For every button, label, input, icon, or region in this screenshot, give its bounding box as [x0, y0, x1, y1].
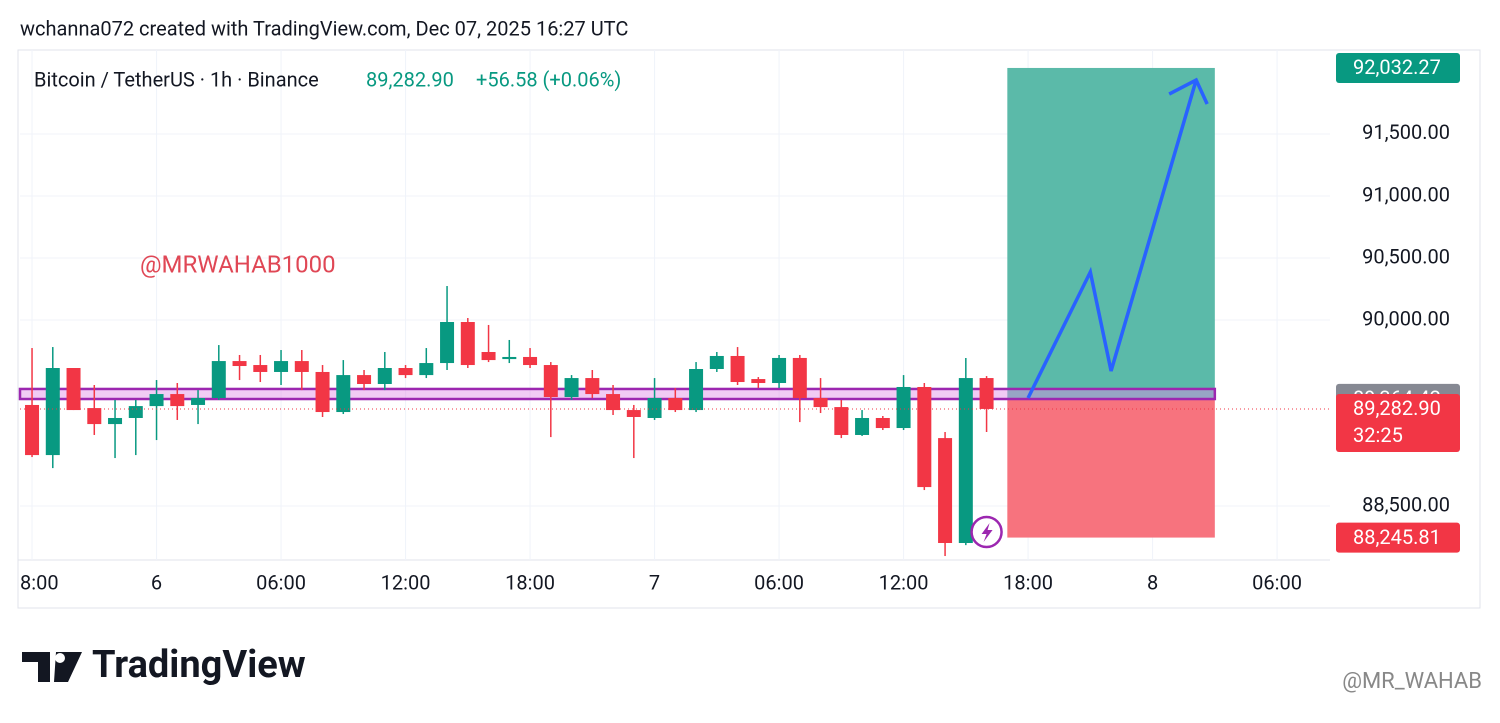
x-tick-label: 18:00 — [1003, 570, 1053, 594]
x-tick-label: 8:00 — [20, 570, 59, 594]
candle-body — [834, 407, 849, 435]
candle-body — [274, 361, 289, 372]
x-tick-label: 12:00 — [879, 570, 929, 594]
candle-body — [523, 356, 538, 366]
y-tick-label: 91,000.00 — [1362, 182, 1450, 206]
chart-frame — [17, 49, 1481, 609]
candle-body — [606, 394, 621, 411]
candle-body — [25, 404, 40, 456]
candle-body — [502, 356, 517, 360]
candle-body — [460, 321, 475, 366]
candle-body — [772, 357, 787, 384]
forecast-arrow — [1026, 79, 1198, 399]
credit: @MR_WAHAB — [1342, 669, 1482, 694]
candle-body — [668, 398, 683, 411]
candle-body — [211, 361, 226, 399]
last-price: 89,282.90 — [366, 67, 454, 91]
candle-body — [377, 368, 392, 385]
candle-body — [232, 361, 247, 367]
candle-body — [66, 368, 81, 411]
x-tick-label: 12:00 — [381, 570, 431, 594]
candle-body — [357, 375, 372, 385]
price-badge — [1336, 52, 1460, 83]
logo-dot — [55, 653, 65, 663]
candle-body — [543, 365, 558, 398]
target-zone — [1007, 67, 1215, 399]
x-tick-label: 7 — [649, 570, 660, 594]
candle-body — [813, 398, 828, 408]
arrow-head — [1168, 77, 1209, 105]
candle-body — [938, 438, 953, 544]
candle-body — [585, 378, 600, 395]
candle-body — [751, 379, 766, 384]
candle-body — [149, 394, 164, 407]
candle-body — [440, 321, 455, 364]
price-badge-label: 88,245.81 — [1353, 525, 1441, 549]
x-tick-label: 8 — [1147, 570, 1158, 594]
candle-body — [979, 378, 994, 409]
candle-body — [709, 355, 724, 369]
y-tick-label: 90,500.00 — [1362, 244, 1450, 268]
x-tick-label: 06:00 — [754, 570, 804, 594]
candle-body — [45, 368, 60, 456]
logo-text: TradingView — [92, 643, 306, 687]
price-badge-label: 89,282.90 — [1353, 396, 1441, 420]
logo-icon — [22, 652, 82, 682]
candle-body — [855, 417, 870, 435]
y-tick-label: 91,500.00 — [1362, 120, 1450, 144]
x-tick-label: 06:00 — [256, 570, 306, 594]
candle-body — [336, 375, 351, 413]
candle-body — [958, 378, 973, 544]
candle-body — [191, 398, 206, 405]
candle-body — [294, 361, 309, 372]
y-tick-label: 88,500.00 — [1362, 492, 1450, 516]
header: wchanna072 created with TradingView.com,… — [20, 16, 628, 40]
countdown: 32:25 — [1353, 423, 1403, 447]
x-tick-label: 6 — [151, 570, 162, 594]
candle-body — [87, 408, 102, 425]
x-tick-label: 18:00 — [505, 570, 555, 594]
symbol-info: Bitcoin / TetherUS · 1h · Binance — [34, 67, 319, 91]
candle-body — [626, 410, 641, 417]
candle-body — [128, 406, 143, 418]
candle-body — [792, 357, 807, 399]
candle-body — [896, 386, 911, 429]
candle-body — [398, 368, 413, 376]
candle-body — [419, 363, 434, 376]
candle-body — [253, 365, 268, 372]
candle-body — [875, 417, 890, 429]
logo — [22, 652, 82, 682]
candle-body — [315, 371, 330, 413]
price-badge — [1336, 393, 1460, 452]
candle-body — [108, 417, 123, 425]
watermark: @MRWAHAB1000 — [140, 250, 336, 278]
candle-body — [481, 352, 496, 361]
candle-body — [689, 368, 704, 411]
price-change: +56.58 (+0.06%) — [476, 67, 621, 91]
price-badge — [1336, 522, 1460, 553]
x-tick-label: 06:00 — [1252, 570, 1302, 594]
stop-zone — [1007, 398, 1215, 538]
candle-body — [170, 394, 185, 407]
y-tick-label: 90,000.00 — [1362, 306, 1450, 330]
candle-body — [730, 355, 745, 383]
candle-body — [917, 386, 932, 488]
event-bolt — [981, 523, 993, 542]
candle-body — [564, 378, 579, 398]
price-badge-label: 92,032.27 — [1353, 55, 1441, 79]
candle-body — [647, 398, 662, 418]
